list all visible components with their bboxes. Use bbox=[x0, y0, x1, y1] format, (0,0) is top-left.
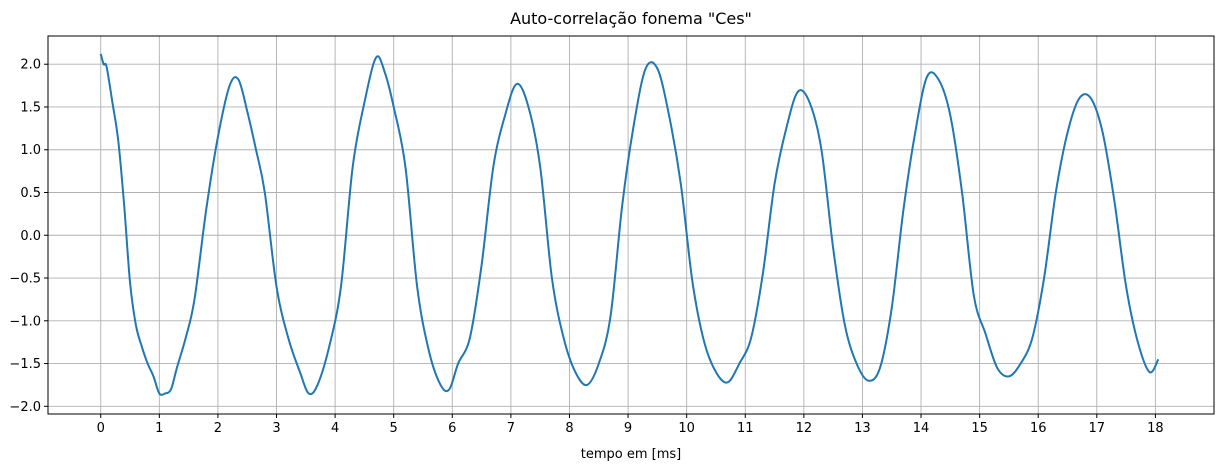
x-tick-label: 9 bbox=[624, 421, 632, 436]
x-axis: 0 1 2 3 4 5 6 7 8 9 10 11 12 13 14 15 16 17 18 bbox=[97, 414, 1164, 436]
x-tick-label: 18 bbox=[1147, 421, 1164, 436]
x-tick-label: 15 bbox=[971, 421, 988, 436]
y-tick-label: 0.5 bbox=[20, 186, 41, 201]
x-tick-label: 8 bbox=[565, 421, 573, 436]
x-tick-label: 12 bbox=[796, 421, 813, 436]
x-tick-label: 14 bbox=[913, 421, 930, 436]
x-tick-label: 0 bbox=[97, 421, 105, 436]
axes-frame bbox=[47, 35, 1215, 415]
y-axis: 2.0 1.5 1.0 0.5 0.0 −0.5 −1.0 −1.5 −2.0 bbox=[9, 58, 48, 415]
y-tick-label: −2.0 bbox=[9, 400, 41, 415]
x-tick-label: 3 bbox=[272, 421, 280, 436]
x-tick-label: 5 bbox=[390, 421, 398, 436]
series-line bbox=[99, 53, 1160, 396]
y-tick-label: 1.5 bbox=[20, 100, 41, 115]
x-axis-label: tempo em [ms] bbox=[581, 447, 681, 462]
y-tick-label: 2.0 bbox=[20, 58, 41, 73]
chart-title: Auto-correlação fonema "Ces" bbox=[510, 9, 752, 28]
y-tick-label: 0.0 bbox=[20, 229, 41, 244]
x-tick-label: 2 bbox=[214, 421, 222, 436]
y-tick-label: −1.0 bbox=[9, 314, 41, 329]
x-tick-label: 13 bbox=[854, 421, 871, 436]
x-tick-label: 17 bbox=[1089, 421, 1106, 436]
grid bbox=[48, 36, 1214, 414]
plot-area bbox=[99, 53, 1160, 396]
x-tick-label: 11 bbox=[737, 421, 754, 436]
x-tick-label: 16 bbox=[1030, 421, 1047, 436]
y-tick-label: −1.5 bbox=[9, 357, 41, 372]
y-tick-label: 1.0 bbox=[20, 143, 41, 158]
y-tick-label: −0.5 bbox=[9, 272, 41, 287]
x-tick-label: 10 bbox=[678, 421, 695, 436]
x-tick-label: 6 bbox=[448, 421, 456, 436]
x-tick-label: 4 bbox=[331, 421, 339, 436]
x-tick-label: 1 bbox=[155, 421, 163, 436]
x-tick-label: 7 bbox=[507, 421, 515, 436]
